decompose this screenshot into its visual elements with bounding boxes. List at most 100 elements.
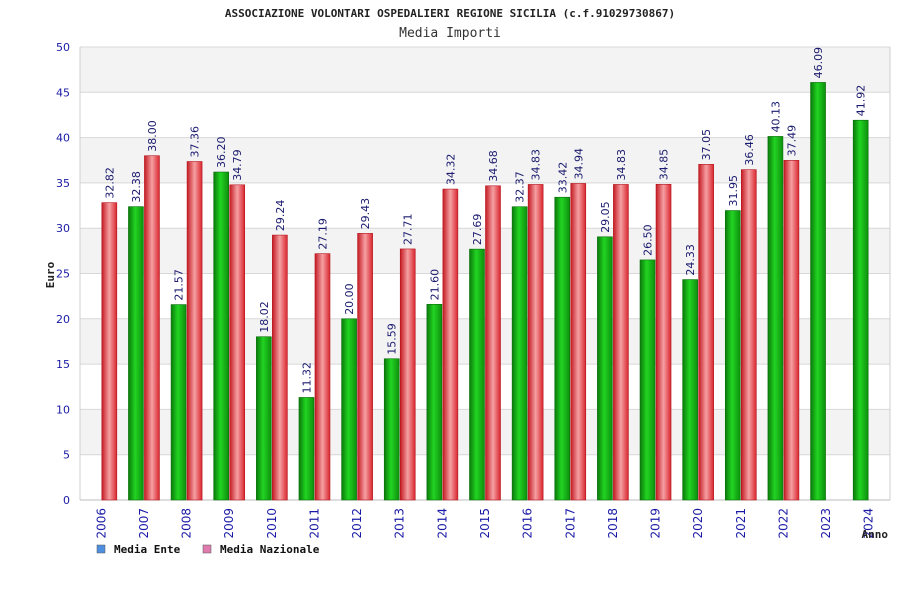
bar-media-ente [597,236,613,501]
data-label: 33.42 [556,162,569,194]
x-tick-label: 2012 [350,508,364,539]
bar-media-ente [724,210,741,501]
bar-media-ente [256,336,272,501]
data-label: 11.32 [300,362,313,394]
data-label: 29.05 [599,201,612,233]
bar-media-nazionale [101,202,118,501]
legend-label-media-nazionale: Media Nazionale [220,543,320,556]
y-tick-label: 30 [56,222,70,235]
legend-label-media-ente: Media Ente [114,543,181,556]
bar-media-nazionale [655,183,672,501]
bar-media-ente [170,304,187,501]
y-tick-label: 50 [56,41,70,54]
data-label: 29.43 [359,198,372,230]
x-tick-label: 2014 [435,508,449,539]
x-axis-title: Anno [862,528,889,541]
chart-title: ASSOCIAZIONE VOLONTARI OSPEDALIERI REGIO… [225,7,675,20]
y-tick-label: 15 [56,358,70,371]
y-axis-title: Euro [44,261,57,288]
bar-media-ente [852,119,869,501]
data-label: 34.32 [444,154,457,186]
data-label: 15.59 [386,323,399,355]
x-tick-label: 2009 [222,508,236,539]
bar-media-nazionale [613,184,629,501]
x-tick-label: 2020 [691,508,705,539]
x-tick-label: 2023 [819,508,833,539]
data-label: 37.05 [700,129,713,161]
data-label: 18.02 [258,301,271,333]
data-label: 32.37 [514,171,527,203]
data-label: 27.69 [471,214,484,246]
y-tick-label: 35 [56,177,70,190]
x-tick-label: 2016 [521,508,535,539]
data-label: 34.79 [231,149,244,180]
x-tick-label: 2021 [734,508,748,539]
bar-media-nazionale [698,164,714,501]
bar-media-nazionale [314,253,331,501]
bar-media-ente [213,171,230,501]
x-tick-label: 2022 [776,508,790,539]
data-label: 34.83 [530,149,543,181]
bar-media-nazionale [399,248,416,501]
data-label: 32.82 [103,167,116,199]
data-label: 20.00 [343,283,356,315]
data-labels: 32.82 32.38 38.00 21.57 37.36 36.20 34.79 18.02… [103,47,867,394]
data-label: 37.36 [189,126,202,158]
x-tick-label: 2007 [137,508,151,539]
bar-media-ente [341,318,357,501]
bar-media-ente [554,196,571,501]
x-tick-label: 2017 [563,508,577,539]
data-label: 38.00 [146,120,159,152]
bar-media-ente [383,358,400,501]
bar-media-ente [767,136,784,501]
bar-media-ente [511,206,528,501]
bar-media-nazionale [272,234,288,501]
x-tick-label: 2008 [180,508,194,539]
data-label: 46.09 [812,47,825,79]
y-tick-label: 20 [56,313,70,326]
y-tick-label: 0 [63,494,70,507]
data-label: 34.83 [615,149,628,181]
bar-media-nazionale [357,233,373,501]
data-label: 34.68 [487,150,500,182]
x-tick-label: 2015 [478,508,492,539]
bar-media-nazionale [527,184,544,501]
data-label: 34.85 [658,149,671,181]
bar-media-nazionale [144,155,160,501]
y-tick-label: 45 [56,86,70,99]
data-label: 36.20 [215,137,228,168]
x-tick-label: 2011 [307,508,321,539]
x-tick-label: 2018 [606,508,620,539]
data-label: 31.95 [727,175,740,207]
data-label: 40.13 [769,101,782,133]
data-label: 24.33 [684,244,697,276]
x-axis-ticks: 2006 2007 2008 2009 2010 2011 2012 2013 2014 2015… [94,508,875,539]
bar-media-ente [682,279,698,501]
y-tick-label: 10 [56,403,70,416]
bar-media-ente [810,82,826,501]
bar-media-nazionale [740,169,757,501]
data-label: 36.46 [743,134,756,166]
legend-swatch-media-nazionale [202,544,212,554]
data-label: 21.57 [173,269,186,301]
bar-media-nazionale [186,161,203,501]
x-tick-label: 2019 [649,508,663,539]
data-label: 37.49 [785,125,798,157]
bar-media-ente [639,259,656,501]
plot-band [80,92,890,138]
bar-media-ente [469,248,485,501]
bar-media-nazionale [229,184,246,501]
y-tick-label: 5 [63,449,70,462]
x-tick-label: 2024 [862,508,876,539]
bar-media-nazionale [485,185,501,501]
y-tick-label: 25 [56,268,70,281]
data-label: 34.94 [572,148,585,180]
data-label: 29.24 [274,200,287,232]
data-label: 26.50 [642,224,655,256]
data-label: 32.38 [130,171,143,203]
bar-media-nazionale [570,183,587,501]
data-label: 27.71 [402,213,415,245]
y-tick-label: 40 [56,132,70,145]
data-label: 27.19 [316,218,329,250]
